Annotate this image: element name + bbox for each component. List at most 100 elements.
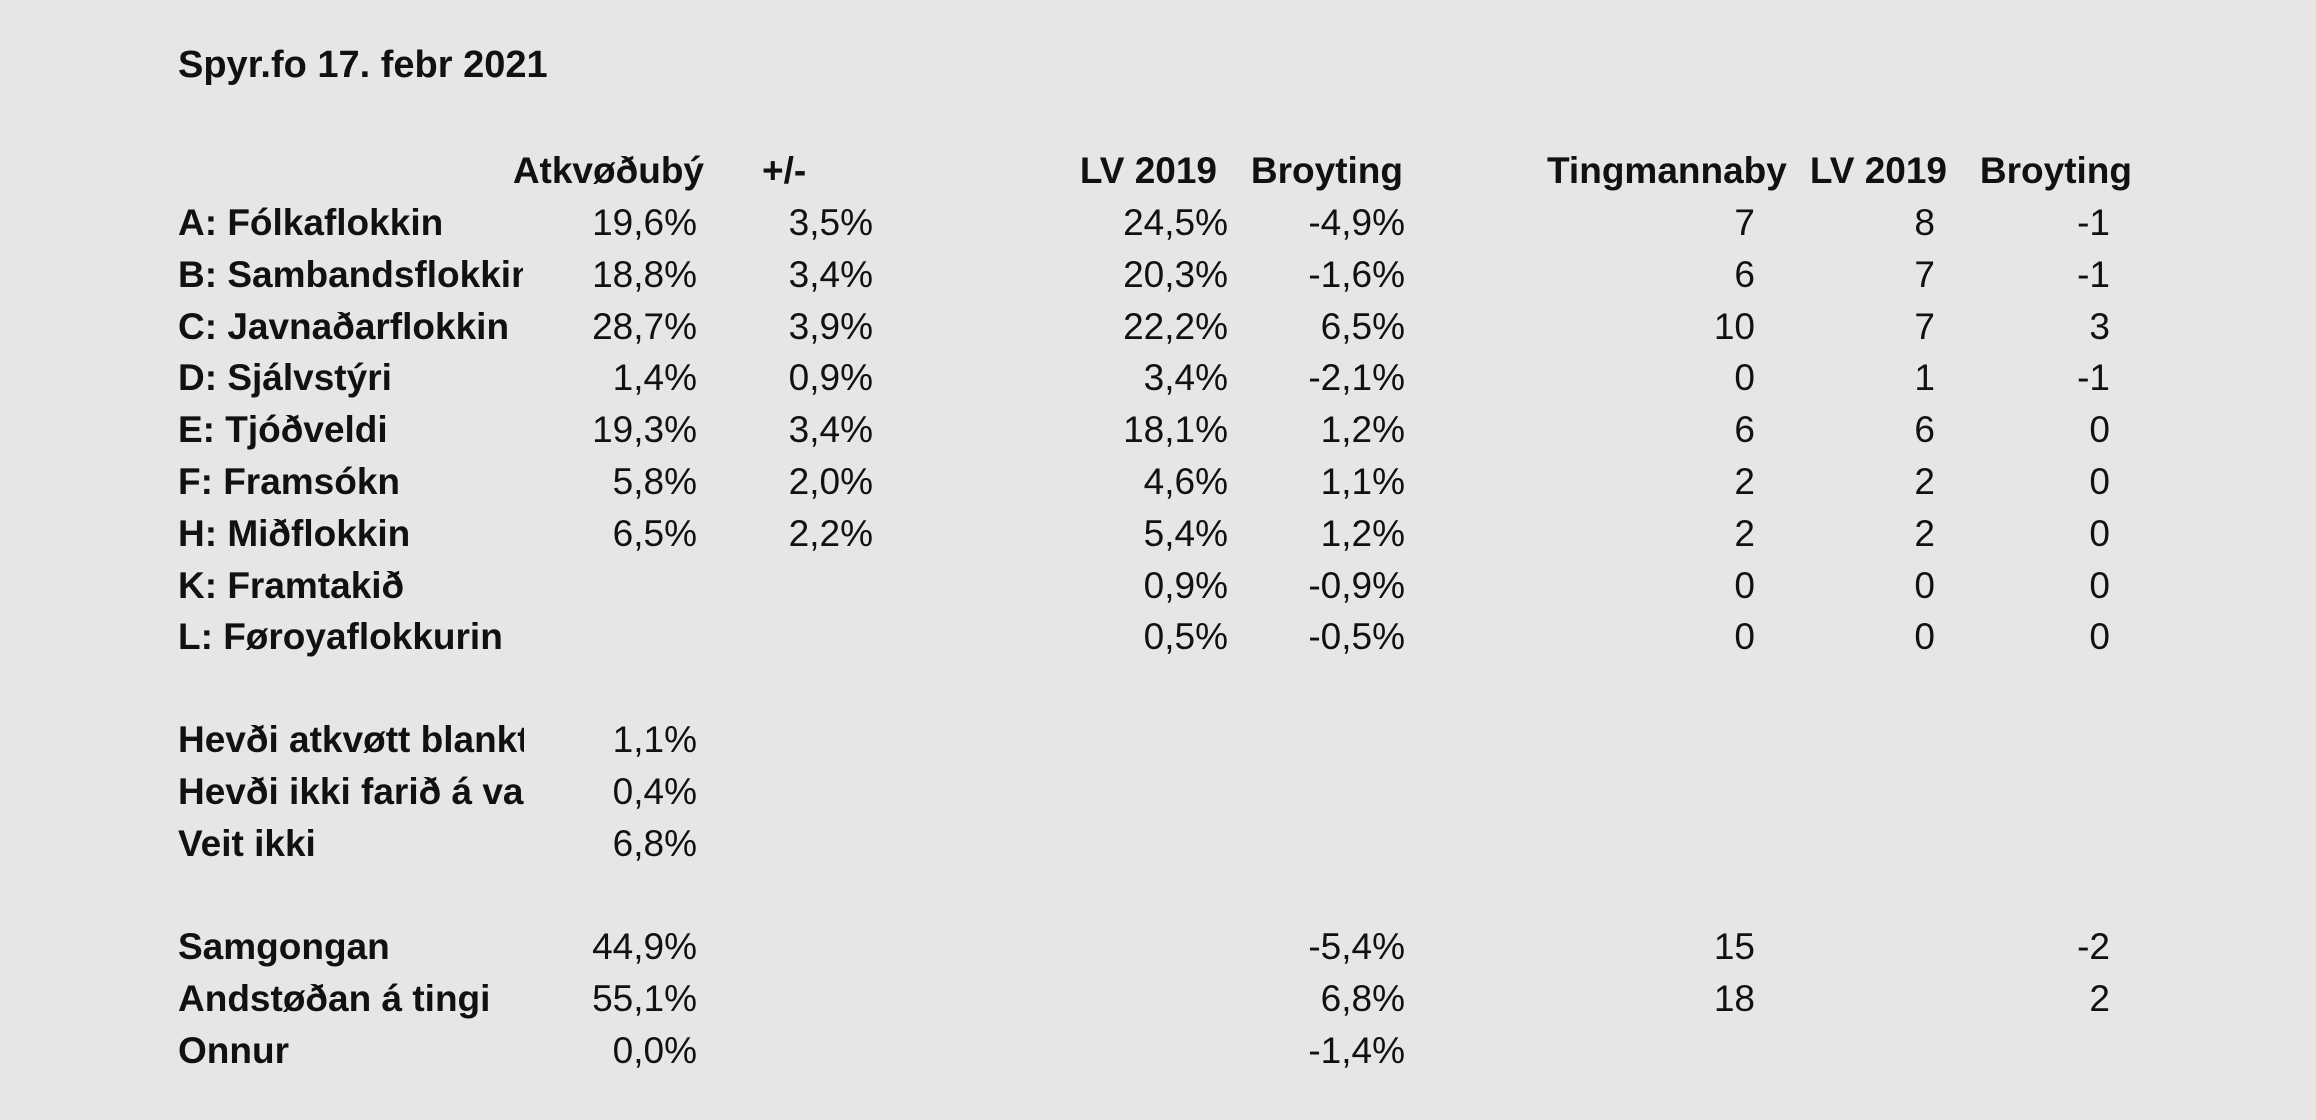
seats: 6 bbox=[1734, 253, 1755, 295]
header-broyting-seats: Broyting bbox=[1979, 150, 2132, 191]
lv2019-share: 3,4% bbox=[1143, 357, 1228, 399]
answer-label: Hevði ikki farið á val bbox=[178, 770, 524, 812]
header-tingmannabyti: Tingmannaby bbox=[1547, 150, 1787, 191]
seats: 7 bbox=[1734, 202, 1755, 243]
summary-share: 44,9% bbox=[592, 926, 697, 967]
seat-change: 0 bbox=[2089, 512, 2110, 554]
lv2019-share: 22,2% bbox=[1123, 305, 1228, 347]
lv2019-share: 5,4% bbox=[1143, 512, 1228, 554]
lv2019-seats: 0 bbox=[1914, 616, 1935, 658]
share-change: -4,9% bbox=[1308, 202, 1405, 243]
summary-share: 0,0% bbox=[612, 1029, 697, 1071]
summary-seats: 15 bbox=[1713, 926, 1755, 967]
party-name: D: Sjálvstýri bbox=[178, 357, 392, 399]
vote-share bbox=[540, 560, 697, 612]
summary-change: 6,8% bbox=[1320, 977, 1405, 1019]
lv2019-share: 20,3% bbox=[1123, 253, 1228, 295]
summary-seats bbox=[1600, 1025, 1755, 1077]
header-lv2019-seats: LV 2019 bbox=[1809, 150, 1947, 191]
lv2019-seats: 2 bbox=[1914, 512, 1935, 554]
vote-share bbox=[540, 611, 697, 663]
seat-change: -1 bbox=[2077, 253, 2110, 295]
seats: 2 bbox=[1734, 512, 1755, 554]
lv2019-share: 0,5% bbox=[1143, 616, 1228, 658]
lv2019-seats: 6 bbox=[1914, 409, 1935, 451]
answer-share: 0,4% bbox=[612, 770, 697, 812]
summary-seats: 18 bbox=[1713, 977, 1755, 1019]
summary-change: -5,4% bbox=[1308, 926, 1405, 967]
party-name: A: Fólkaflokkin bbox=[178, 202, 444, 243]
share-change: -2,1% bbox=[1308, 357, 1405, 399]
share-margin bbox=[740, 560, 873, 612]
summary-share: 55,1% bbox=[592, 977, 697, 1019]
party-name: H: Miðflokkin bbox=[178, 512, 411, 554]
share-margin: 2,0% bbox=[788, 461, 873, 502]
vote-share: 1,4% bbox=[612, 357, 697, 399]
header-broyting-percent: Broyting bbox=[1250, 150, 1403, 191]
summary-label: Onnur bbox=[178, 1029, 289, 1071]
answer-share: 1,1% bbox=[612, 719, 697, 760]
lv2019-share: 4,6% bbox=[1143, 461, 1228, 502]
share-change: 1,2% bbox=[1320, 409, 1405, 451]
lv2019-seats: 7 bbox=[1914, 253, 1935, 295]
share-margin bbox=[740, 611, 873, 663]
seats: 10 bbox=[1713, 305, 1755, 347]
party-name: E: Tjóðveldi bbox=[178, 409, 388, 451]
share-change: -0,5% bbox=[1308, 616, 1405, 658]
seats: 0 bbox=[1734, 357, 1755, 399]
lv2019-seats: 0 bbox=[1914, 564, 1935, 606]
seats: 0 bbox=[1734, 616, 1755, 658]
header-atkvodubyti: Atkvøðubý bbox=[512, 150, 704, 191]
share-change: 1,2% bbox=[1320, 512, 1405, 554]
header-lv2019-percent: LV 2019 bbox=[1079, 150, 1217, 191]
answer-label: Hevði atkvøtt blankt bbox=[178, 719, 524, 760]
seat-change: 3 bbox=[2089, 305, 2110, 347]
summary-seat-change: 2 bbox=[2089, 977, 2110, 1019]
summary-change: -1,4% bbox=[1308, 1029, 1405, 1071]
seats: 2 bbox=[1734, 461, 1755, 502]
share-margin: 3,4% bbox=[788, 253, 873, 295]
seat-change: -1 bbox=[2077, 357, 2110, 399]
vote-share: 5,8% bbox=[612, 461, 697, 502]
vote-share: 28,7% bbox=[592, 305, 697, 347]
lv2019-share: 24,5% bbox=[1123, 202, 1228, 243]
share-change: 6,5% bbox=[1320, 305, 1405, 347]
lv2019-share: 0,9% bbox=[1143, 564, 1228, 606]
answer-label: Veit ikki bbox=[178, 822, 316, 864]
party-name: C: Javnaðarflokkin bbox=[178, 305, 510, 347]
vote-share: 6,5% bbox=[612, 512, 697, 554]
seat-change: 0 bbox=[2089, 409, 2110, 451]
share-margin: 0,9% bbox=[788, 357, 873, 399]
party-name: L: Føroyaflokkurin bbox=[178, 616, 503, 658]
seat-change: -1 bbox=[2077, 202, 2110, 243]
share-margin: 3,9% bbox=[788, 305, 873, 347]
seat-change: 0 bbox=[2089, 461, 2110, 502]
summary-label: Andstøðan á tingi bbox=[178, 977, 491, 1019]
lv2019-seats: 8 bbox=[1914, 202, 1935, 243]
share-margin: 2,2% bbox=[788, 512, 873, 554]
seat-change: 0 bbox=[2089, 564, 2110, 606]
lv2019-share: 18,1% bbox=[1123, 409, 1228, 451]
sheet-title: Spyr.fo 17. febr 2021 bbox=[178, 44, 548, 86]
party-name: K: Framtakið bbox=[178, 564, 405, 606]
lv2019-seats: 7 bbox=[1914, 305, 1935, 347]
seat-change: 0 bbox=[2089, 616, 2110, 658]
share-margin: 3,5% bbox=[788, 202, 873, 243]
seats: 0 bbox=[1734, 564, 1755, 606]
vote-share: 19,3% bbox=[592, 409, 697, 451]
lv2019-seats: 1 bbox=[1914, 357, 1935, 399]
summary-seat-change bbox=[1960, 1025, 2110, 1077]
lv2019-seats: 2 bbox=[1914, 461, 1935, 502]
share-change: -0,9% bbox=[1308, 564, 1405, 606]
share-change: -1,6% bbox=[1308, 253, 1405, 295]
party-name: B: Sambandsflokkin bbox=[178, 253, 523, 295]
share-margin: 3,4% bbox=[788, 409, 873, 451]
vote-share: 19,6% bbox=[592, 202, 697, 243]
seats: 6 bbox=[1734, 409, 1755, 451]
summary-seat-change: -2 bbox=[2077, 926, 2110, 967]
header-plusminus: +/- bbox=[762, 150, 807, 191]
answer-share: 6,8% bbox=[612, 822, 697, 864]
summary-label: Samgongan bbox=[178, 926, 390, 967]
party-name: F: Framsókn bbox=[178, 461, 401, 502]
